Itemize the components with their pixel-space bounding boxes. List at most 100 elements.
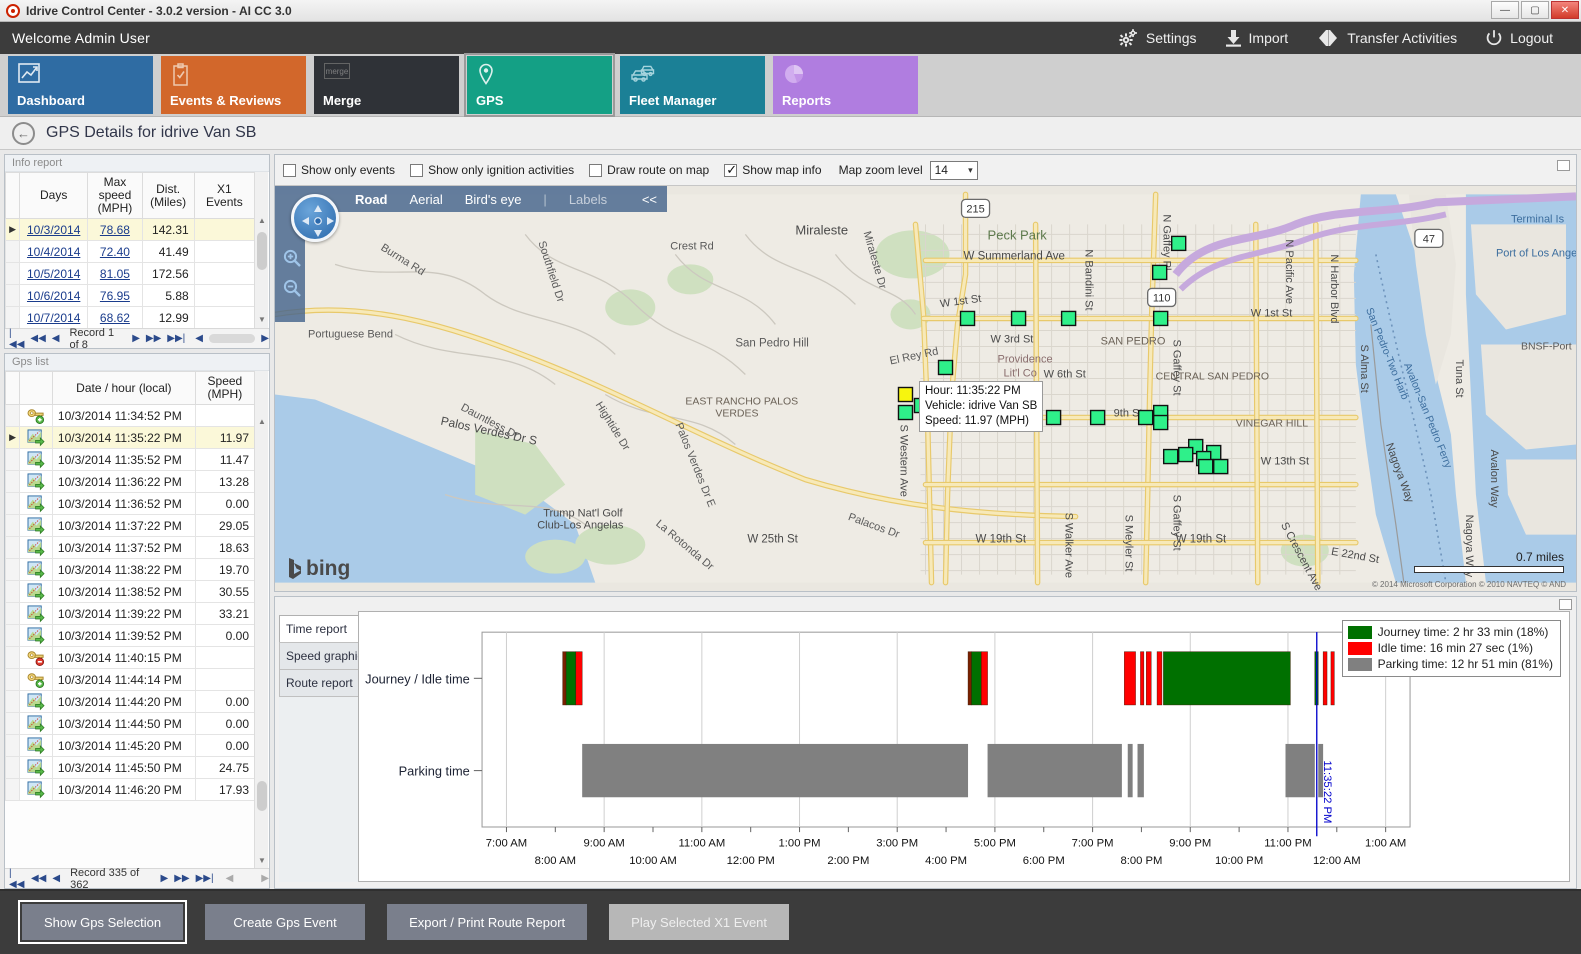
hscroll-left-icon[interactable]: ◀ — [225, 873, 234, 884]
last-record-button[interactable]: ▶▶| — [167, 333, 186, 344]
create-gps-event-button[interactable]: Create Gps Event — [205, 904, 366, 940]
tab-time-report[interactable]: Time report — [279, 615, 359, 642]
cell-day[interactable]: 10/4/2014 — [19, 240, 89, 263]
table-row[interactable]: 10/3/2014 11:44:14 PM — [5, 668, 256, 691]
column-header-speed[interactable]: Speed (MPH) — [194, 371, 256, 405]
table-row[interactable]: 10/3/2014 11:36:52 PM 0.00 — [5, 492, 256, 515]
info-report-table[interactable]: Days Max speed (MPH) Dist. (Miles) X1 Ev… — [5, 172, 256, 328]
cell-day[interactable]: 10/3/2014 — [19, 218, 89, 241]
info-report-scrollbar[interactable]: ▲ ▼ — [254, 172, 268, 328]
table-row[interactable]: 10/5/2014 81.05 172.56 — [5, 262, 256, 285]
horizontal-scrollbar[interactable] — [208, 334, 256, 343]
column-header-distance[interactable]: Dist. (Miles) — [141, 172, 195, 219]
nav-tab-gps[interactable]: GPS — [464, 53, 615, 117]
map-pan-control[interactable] — [291, 194, 339, 242]
chart-panel-restore-button[interactable] — [1559, 599, 1572, 610]
table-row[interactable]: 10/3/2014 11:44:50 PM 0.00 — [5, 712, 256, 735]
next-page-button[interactable]: ▶▶ — [145, 333, 162, 344]
table-row[interactable]: 10/3/2014 11:35:52 PM 11.47 — [5, 448, 256, 471]
table-row[interactable]: 10/3/2014 11:38:22 PM 19.70 — [5, 558, 256, 581]
scroll-thumb[interactable] — [257, 232, 267, 270]
cell-day[interactable]: 10/6/2014 — [19, 284, 89, 307]
nav-tab-merge[interactable]: merge Merge — [314, 56, 459, 114]
info-report-record-nav[interactable]: |◀◀ ◀◀ ◀ Record 1 of 8 ▶ ▶▶ ▶▶| ◀ ▶ — [5, 327, 269, 351]
table-row[interactable]: 10/3/2014 11:45:50 PM 24.75 — [5, 756, 256, 779]
checkbox-draw-route-on-map[interactable]: Draw route on map — [589, 163, 709, 177]
hscroll-right-icon[interactable]: ▶ — [261, 873, 269, 884]
scroll-thumb[interactable] — [257, 781, 267, 811]
cell-max-speed[interactable]: 76.95 — [87, 284, 143, 307]
cell-max-speed[interactable]: 68.62 — [87, 306, 143, 328]
first-record-button[interactable]: |◀◀ — [9, 867, 25, 889]
nav-tab-reports[interactable]: Reports — [773, 56, 918, 114]
nav-tab-events-reviews[interactable]: Events & Reviews — [161, 56, 306, 114]
minimize-button[interactable]: — — [1491, 1, 1519, 19]
map-labels-toggle[interactable]: Labels — [568, 191, 608, 207]
play-selected-x1-event-button[interactable]: Play Selected X1 Event — [609, 904, 790, 940]
hscroll-left-icon[interactable]: ◀ — [195, 333, 203, 344]
bing-map[interactable]: 215 110 47 Miraleste Crest Rd Burma Rd Southfi… — [275, 185, 1576, 591]
tab-speed-graphic[interactable]: Speed graphic — [279, 642, 363, 669]
prev-page-button[interactable]: ◀◀ — [30, 873, 47, 884]
hscroll-right-icon[interactable]: ▶ — [261, 333, 269, 344]
table-row[interactable]: 10/3/2014 11:39:22 PM 33.21 — [5, 602, 256, 625]
table-row[interactable]: 10/3/2014 11:37:52 PM 18.63 — [5, 536, 256, 559]
column-header-days[interactable]: Days — [19, 172, 89, 219]
table-row[interactable]: 10/3/2014 11:38:52 PM 30.55 — [5, 580, 256, 603]
column-header-max-speed[interactable]: Max speed (MPH) — [87, 172, 143, 219]
nav-tab-fleet-manager[interactable]: Fleet Manager — [620, 56, 765, 114]
table-row[interactable]: 10/3/2014 11:36:22 PM 13.28 — [5, 470, 256, 493]
cell-max-speed[interactable]: 72.40 — [87, 240, 143, 263]
map-style-aerial[interactable]: Aerial — [409, 191, 443, 207]
table-row[interactable]: 10/3/2014 11:45:20 PM 0.00 — [5, 734, 256, 757]
time-report-chart[interactable]: Journey / Idle time Parking time 11:35:22 … — [358, 611, 1570, 882]
checkbox-box[interactable] — [724, 162, 738, 178]
import-button[interactable]: Import — [1211, 29, 1303, 47]
scroll-up-icon[interactable]: ▲ — [258, 417, 266, 426]
cell-day[interactable]: 10/7/2014 — [19, 306, 89, 328]
maximize-button[interactable]: ▢ — [1521, 1, 1549, 19]
next-record-button[interactable]: ▶ — [132, 333, 140, 344]
table-row[interactable]: 10/3/2014 11:39:52 PM 0.00 — [5, 624, 256, 647]
map-style-birds-eye[interactable]: Bird's eye — [464, 191, 522, 207]
table-row[interactable]: ▶ 10/3/2014 11:35:22 PM 11.97 — [5, 426, 256, 449]
table-row[interactable]: 10/4/2014 72.40 41.49 — [5, 240, 256, 263]
checkbox-show-only-events[interactable]: Show only events — [283, 163, 395, 177]
back-arrow-icon[interactable]: ← — [12, 121, 35, 145]
map-panel-restore-button[interactable] — [1557, 160, 1570, 171]
table-row[interactable]: 10/3/2014 11:44:20 PM 0.00 — [5, 690, 256, 713]
export-print-route-report-button[interactable]: Export / Print Route Report — [387, 904, 588, 940]
cell-max-speed[interactable]: 81.05 — [87, 262, 143, 285]
scroll-down-icon[interactable]: ▼ — [258, 856, 266, 865]
chart-tab-list[interactable]: Time report Speed graphic Route report — [279, 611, 363, 882]
map-zoom-level-select[interactable]: 14 — [929, 160, 978, 180]
cell-max-speed[interactable]: 78.68 — [87, 218, 143, 241]
logout-button[interactable]: Logout — [1471, 29, 1567, 47]
map-collapse-button[interactable]: << — [641, 191, 657, 207]
prev-record-button[interactable]: ◀ — [51, 333, 60, 344]
checkbox-box[interactable] — [589, 163, 603, 177]
transfer-activities-button[interactable]: Transfer Activities — [1302, 29, 1471, 47]
scroll-up-icon[interactable]: ▲ — [258, 216, 266, 225]
gps-list-record-nav[interactable]: |◀◀ ◀◀ ◀ Record 335 of 362 ▶ ▶▶ ▶▶| ◀ ▶ — [5, 867, 269, 889]
next-page-button[interactable]: ▶▶ — [174, 873, 190, 884]
show-gps-selection-button[interactable]: Show Gps Selection — [17, 900, 188, 944]
map-style-road[interactable]: Road — [355, 191, 388, 207]
table-row[interactable]: 10/3/2014 11:37:22 PM 29.05 — [5, 514, 256, 537]
checkbox-show-only-ignition-activities[interactable]: Show only ignition activities — [410, 163, 574, 177]
checkbox-show-map-info[interactable]: Show map info — [724, 162, 822, 178]
settings-button[interactable]: Settings — [1103, 28, 1211, 48]
table-row[interactable]: ▶ 10/3/2014 78.68 142.31 — [5, 218, 256, 241]
prev-record-button[interactable]: ◀ — [52, 873, 61, 884]
tab-route-report[interactable]: Route report — [279, 669, 359, 697]
prev-page-button[interactable]: ◀◀ — [30, 333, 46, 344]
bing-logo[interactable]: bing — [287, 557, 350, 581]
map-zoom-in-button[interactable] — [282, 248, 302, 268]
column-header-x1-events[interactable]: X1 Events — [193, 172, 256, 219]
gps-list-scrollbar[interactable]: ▲ ▼ — [254, 371, 268, 868]
checkbox-box[interactable] — [410, 163, 424, 177]
nav-tab-dashboard[interactable]: Dashboard — [8, 56, 153, 114]
table-row[interactable]: 10/6/2014 76.95 5.88 — [5, 284, 256, 307]
gps-list-table[interactable]: Date / hour (local) Speed (MPH) 10/3/2014… — [5, 371, 256, 801]
table-row[interactable]: 10/7/2014 68.62 12.99 — [5, 306, 256, 328]
